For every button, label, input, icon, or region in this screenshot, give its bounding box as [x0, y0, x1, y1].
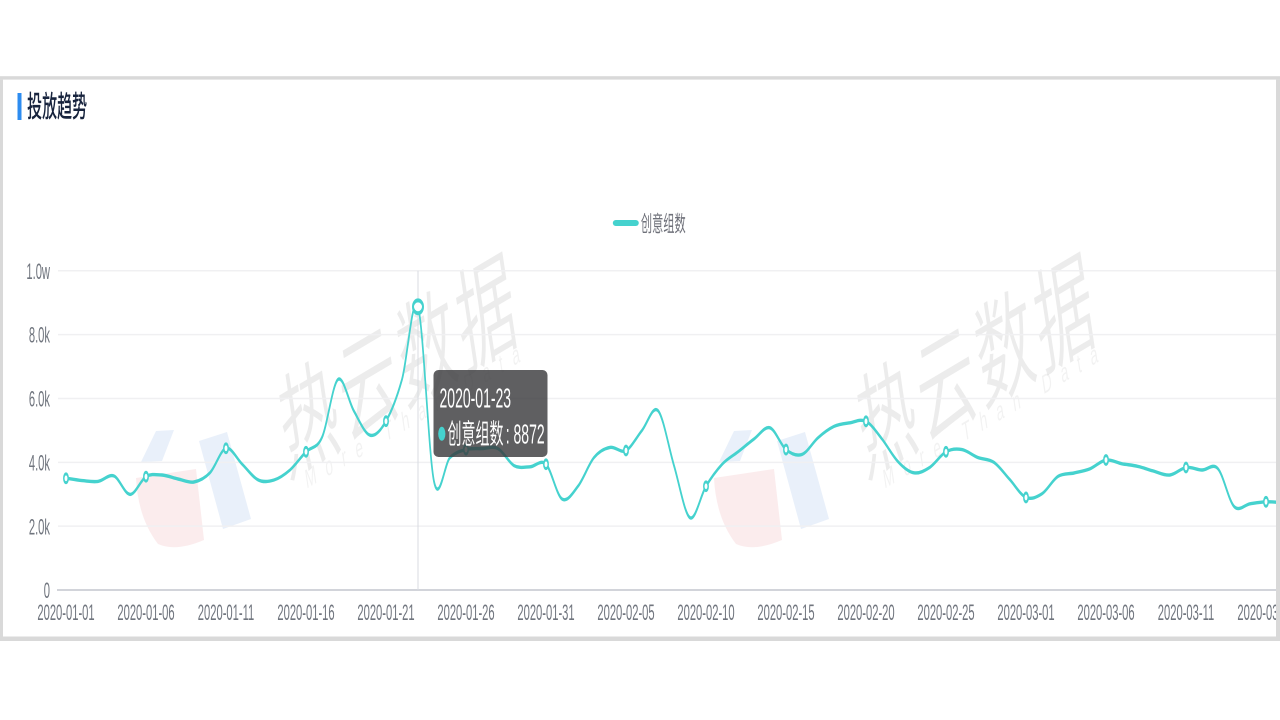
- svg-text:2020-03-16: 2020-03-16: [1237, 600, 1280, 625]
- svg-text:2020-01-31: 2020-01-31: [517, 600, 574, 625]
- svg-text:2020-02-20: 2020-02-20: [837, 600, 894, 625]
- svg-text:2020-01-23: 2020-01-23: [440, 382, 512, 414]
- svg-text:2020-01-11: 2020-01-11: [198, 600, 254, 625]
- svg-text::: :: [506, 418, 510, 450]
- svg-text:2020-02-10: 2020-02-10: [677, 600, 734, 625]
- svg-text:2020-02-25: 2020-02-25: [917, 600, 974, 625]
- svg-text:2020-01-26: 2020-01-26: [437, 600, 494, 625]
- svg-text:2020-01-06: 2020-01-06: [117, 600, 174, 625]
- svg-text:2020-01-16: 2020-01-16: [277, 600, 334, 625]
- svg-text:8.0k: 8.0k: [29, 323, 50, 348]
- svg-text:1.0w: 1.0w: [26, 259, 50, 284]
- svg-text:2020-03-11: 2020-03-11: [1158, 600, 1214, 625]
- svg-text:4.0k: 4.0k: [29, 450, 50, 475]
- svg-text:2.0k: 2.0k: [29, 514, 50, 539]
- svg-text:2020-02-05: 2020-02-05: [597, 600, 654, 625]
- svg-text:2020-03-06: 2020-03-06: [1077, 600, 1134, 625]
- svg-text:2020-03-01: 2020-03-01: [997, 600, 1054, 625]
- svg-text:0: 0: [44, 578, 50, 603]
- svg-text:2020-02-15: 2020-02-15: [757, 600, 814, 625]
- svg-text:6.0k: 6.0k: [29, 386, 50, 411]
- svg-text:8872: 8872: [514, 418, 545, 450]
- svg-text:2020-01-01: 2020-01-01: [37, 600, 94, 625]
- svg-text:2020-01-21: 2020-01-21: [357, 600, 414, 625]
